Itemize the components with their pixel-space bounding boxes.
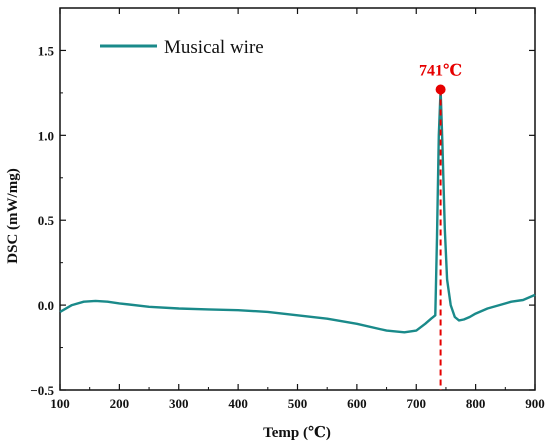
x-axis-title: Temp (℃) [263,425,331,441]
y-tick-label: 0.0 [38,298,54,313]
plot-border [59,7,536,391]
x-tick-label: 700 [407,396,427,411]
plot-frame [59,7,536,391]
y-axis-ticks: −0.5 0.0 0.5 1.0 1.5 [30,43,535,398]
x-axis-ticks: 100 200 300 400 500 600 700 800 900 [50,8,545,411]
annotation-layer: 741℃ [419,62,462,390]
series-layer [59,88,536,334]
series-line-musical-wire [59,88,536,334]
x-tick-label: 100 [50,396,70,411]
x-tick-label: 600 [347,396,367,411]
x-tick-label: 500 [288,396,308,411]
legend-label: Musical wire [164,37,264,58]
legend: Musical wire [100,37,264,58]
y-tick-label: 0.5 [38,213,55,228]
x-tick-label: 200 [110,396,130,411]
y-tick-label: 1.5 [38,43,55,58]
y-axis-title: DSC (mW/mg) [5,168,21,263]
y-tick-label: 1.0 [38,128,54,143]
x-tick-label: 400 [228,396,248,411]
x-tick-label: 800 [466,396,486,411]
y-tick-label: −0.5 [30,383,54,398]
x-tick-label: 900 [525,396,545,411]
peak-label: 741℃ [419,62,462,79]
x-tick-label: 300 [169,396,189,411]
peak-marker [435,84,446,95]
